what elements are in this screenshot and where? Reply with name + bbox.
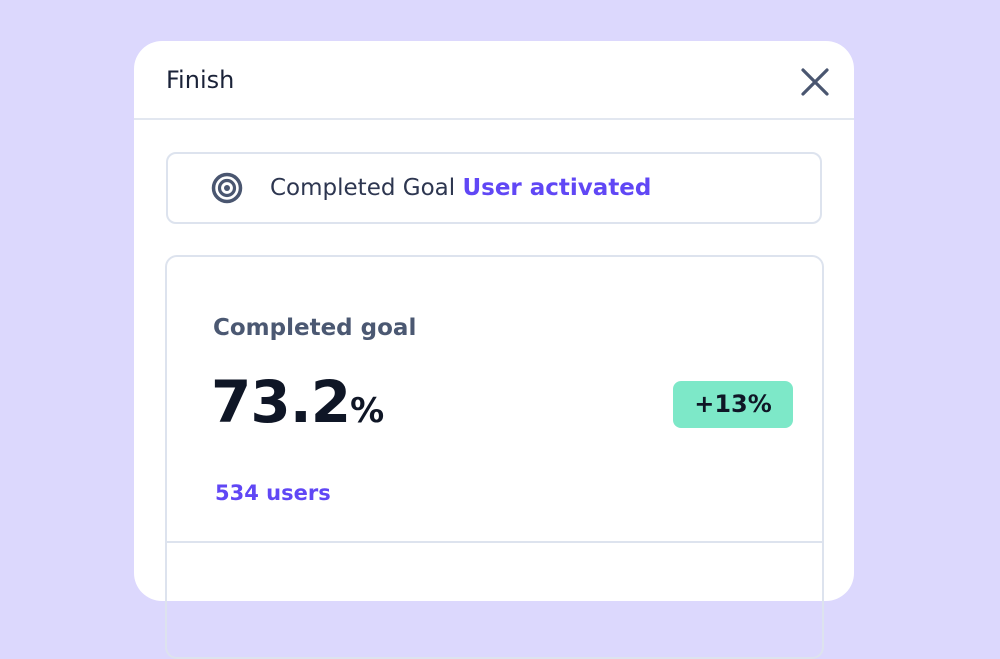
stat-card: Completed goal 73.2% +13% 534 users (165, 255, 824, 659)
card-divider (167, 541, 822, 543)
goal-label: Completed Goal (270, 175, 456, 201)
header-divider (134, 118, 854, 120)
stat-value: 73.2% (211, 365, 384, 454)
change-badge: +13% (673, 381, 793, 428)
target-icon (211, 172, 243, 204)
stat-unit: % (350, 391, 385, 431)
users-count: 534 users (215, 481, 331, 505)
goal-text: Completed Goal User activated (270, 171, 651, 205)
goal-banner: Completed Goal User activated (166, 152, 822, 224)
stat-label: Completed goal (213, 315, 417, 341)
panel-title: Finish (166, 66, 235, 94)
close-button[interactable] (800, 67, 830, 97)
panel: Finish Completed Goal User activated Com… (134, 41, 854, 659)
goal-name: User activated (462, 175, 652, 201)
stat-number: 73.2 (211, 368, 351, 436)
page: Finish Completed Goal User activated Com… (134, 41, 854, 659)
close-icon[interactable] (801, 68, 829, 96)
